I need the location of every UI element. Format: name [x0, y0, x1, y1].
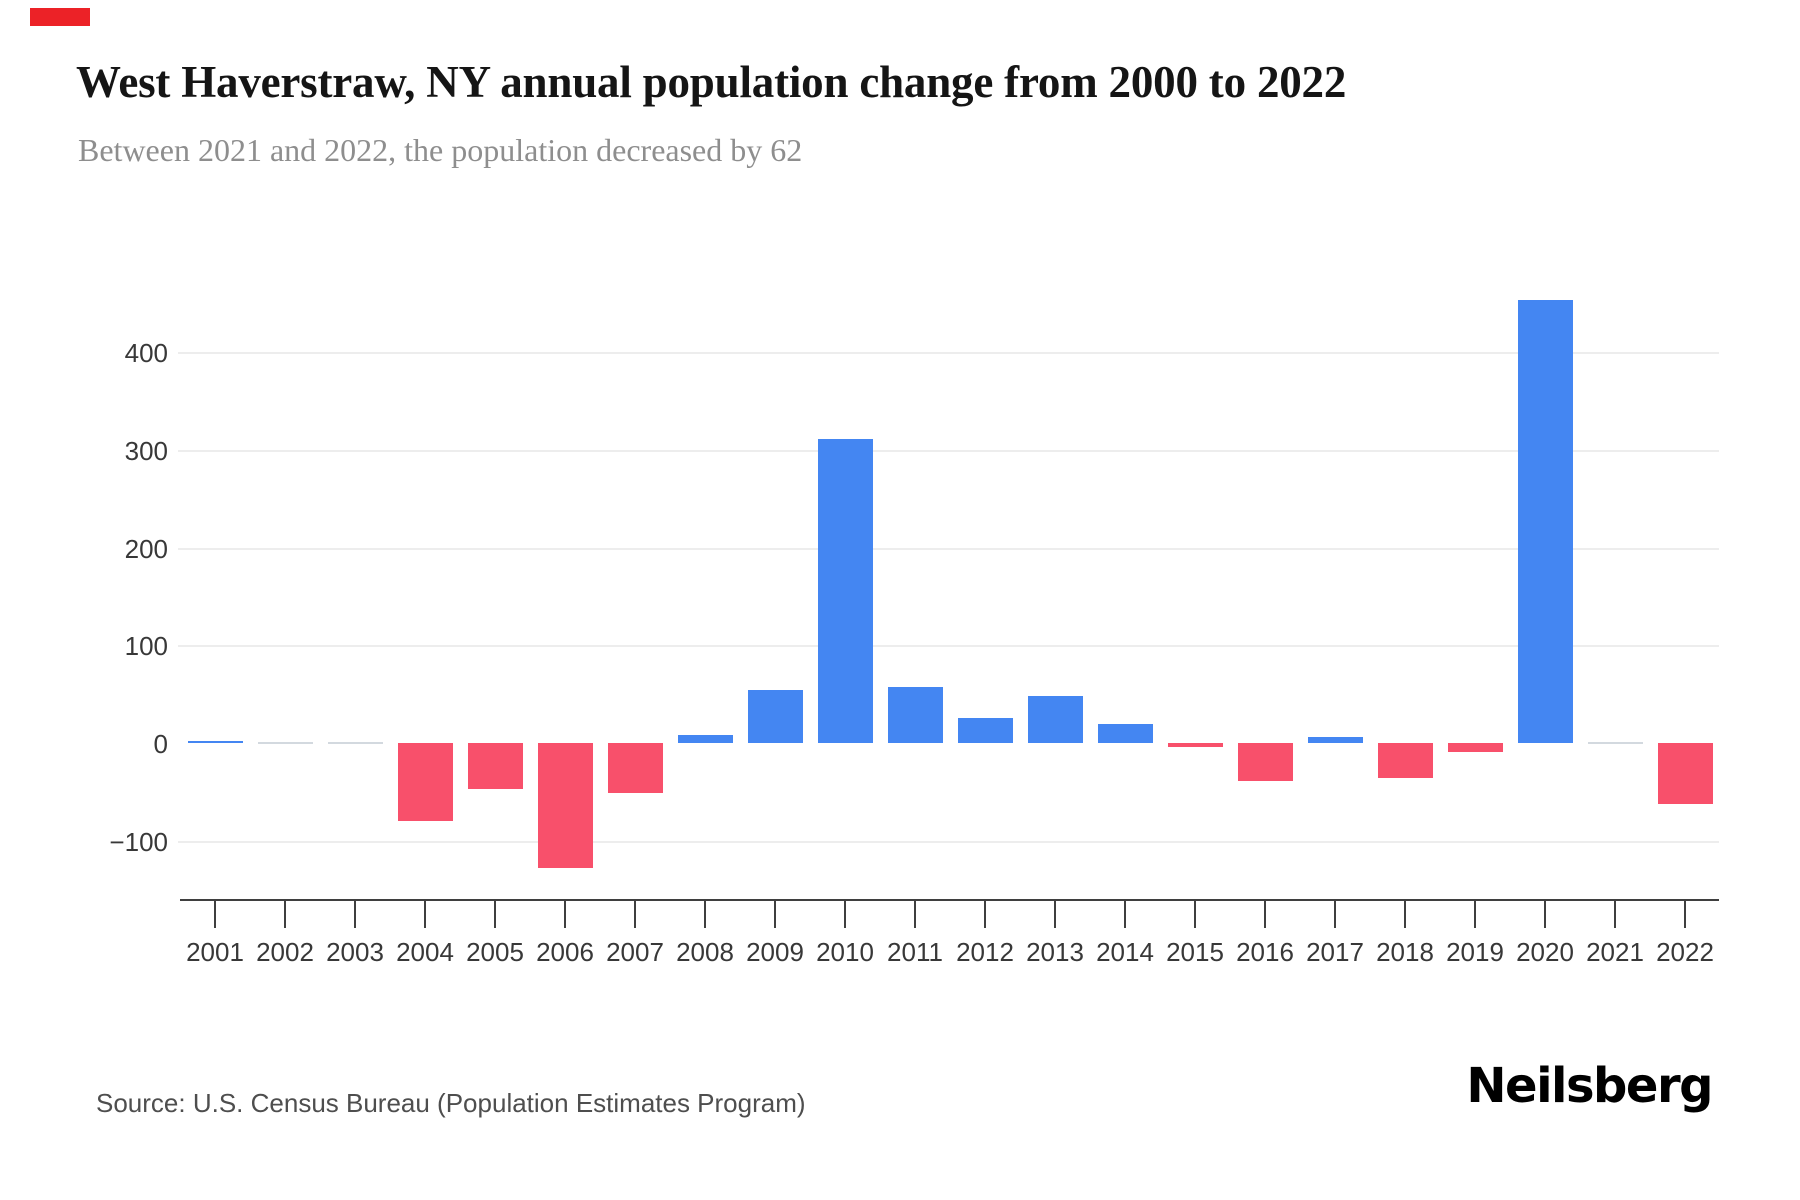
x-axis-label-2012: 2012: [956, 937, 1014, 967]
x-axis-tick-2022: [1684, 899, 1686, 928]
y-axis-tick-label-400: 400: [124, 338, 168, 368]
x-axis-tick-2014: [1124, 899, 1126, 928]
bar-2008[interactable]: [678, 735, 733, 743]
x-axis-tick-2015: [1194, 899, 1196, 928]
x-axis-label-2011: 2011: [887, 937, 943, 967]
x-axis-tick-2017: [1334, 899, 1336, 928]
gridline-200: [178, 548, 1719, 550]
x-axis-label-2017: 2017: [1306, 937, 1364, 967]
bar-2019[interactable]: [1448, 743, 1503, 752]
x-axis-label-2013: 2013: [1026, 937, 1084, 967]
x-axis-tick-2007: [634, 899, 636, 928]
bar-2007[interactable]: [608, 743, 663, 793]
bar-2009[interactable]: [748, 690, 803, 743]
bar-2016[interactable]: [1238, 743, 1293, 781]
x-axis-tick-2008: [704, 899, 706, 928]
bar-2017[interactable]: [1308, 737, 1363, 743]
x-axis-label-2016: 2016: [1236, 937, 1294, 967]
x-axis-label-2008: 2008: [676, 937, 734, 967]
bar-2014[interactable]: [1098, 724, 1153, 743]
bar-2001[interactable]: [188, 741, 243, 743]
bar-2012[interactable]: [958, 718, 1013, 743]
x-axis-tick-2006: [564, 899, 566, 928]
x-axis-tick-2012: [984, 899, 986, 928]
x-axis-tick-2003: [354, 899, 356, 928]
bar-2021[interactable]: [1588, 742, 1643, 744]
x-axis-tick-2004: [424, 899, 426, 928]
x-axis-label-2005: 2005: [466, 937, 524, 967]
gridline-100: [178, 645, 1719, 647]
x-axis-label-2009: 2009: [746, 937, 804, 967]
x-axis-label-2001: 2001: [186, 937, 244, 967]
bar-2004[interactable]: [398, 743, 453, 821]
source-attribution: Source: U.S. Census Bureau (Population E…: [96, 1088, 806, 1118]
x-axis-label-2004: 2004: [396, 937, 454, 967]
chart-title: West Haverstraw, NY annual population ch…: [76, 57, 1347, 107]
x-axis-tick-2010: [844, 899, 846, 928]
bar-2002[interactable]: [258, 742, 313, 744]
bar-2018[interactable]: [1378, 743, 1433, 778]
x-axis-tick-2021: [1614, 899, 1616, 928]
chart-subtitle: Between 2021 and 2022, the population de…: [78, 132, 803, 168]
bar-2003[interactable]: [328, 742, 383, 744]
x-axis-tick-2018: [1404, 899, 1406, 928]
x-axis-label-2015: 2015: [1166, 937, 1224, 967]
y-axis-tick-label-200: 200: [124, 534, 168, 564]
x-axis-label-2007: 2007: [606, 937, 664, 967]
x-axis-tick-2011: [914, 899, 916, 928]
x-axis-label-2018: 2018: [1376, 937, 1434, 967]
y-axis-tick-label--100: −100: [109, 827, 168, 857]
gridline-300: [178, 450, 1719, 452]
neilsberg-logo[interactable]: Neilsberg: [1466, 1058, 1713, 1114]
x-axis-tick-2016: [1264, 899, 1266, 928]
y-axis-tick-label-300: 300: [124, 436, 168, 466]
bar-2006[interactable]: [538, 743, 593, 868]
x-axis-tick-2002: [284, 899, 286, 928]
gridline--100: [178, 841, 1719, 843]
x-axis-tick-2013: [1054, 899, 1056, 928]
y-axis-tick-label-0: 0: [153, 729, 168, 759]
x-axis-label-2014: 2014: [1096, 937, 1154, 967]
x-axis-tick-2009: [774, 899, 776, 928]
x-axis-line: [180, 899, 1719, 901]
x-axis-label-2006: 2006: [536, 937, 594, 967]
bar-2010[interactable]: [818, 439, 873, 743]
bar-2022[interactable]: [1658, 743, 1713, 804]
bar-2011[interactable]: [888, 687, 943, 743]
x-axis-label-2003: 2003: [326, 937, 384, 967]
x-axis-label-2002: 2002: [256, 937, 314, 967]
bar-2005[interactable]: [468, 743, 523, 789]
bar-2013[interactable]: [1028, 696, 1083, 743]
x-axis-tick-2019: [1474, 899, 1476, 928]
red-marker: [30, 8, 90, 26]
gridline-400: [178, 352, 1719, 354]
y-axis-tick-label-100: 100: [124, 631, 168, 661]
x-axis-label-2020: 2020: [1516, 937, 1574, 967]
x-axis-tick-2001: [214, 899, 216, 928]
x-axis-label-2019: 2019: [1446, 937, 1504, 967]
x-axis-label-2010: 2010: [816, 937, 874, 967]
x-axis-label-2022: 2022: [1656, 937, 1714, 967]
x-axis-tick-2020: [1544, 899, 1546, 928]
bar-2015[interactable]: [1168, 743, 1223, 747]
x-axis-tick-2005: [494, 899, 496, 928]
x-axis-label-2021: 2021: [1586, 937, 1644, 967]
bar-2020[interactable]: [1518, 300, 1573, 743]
